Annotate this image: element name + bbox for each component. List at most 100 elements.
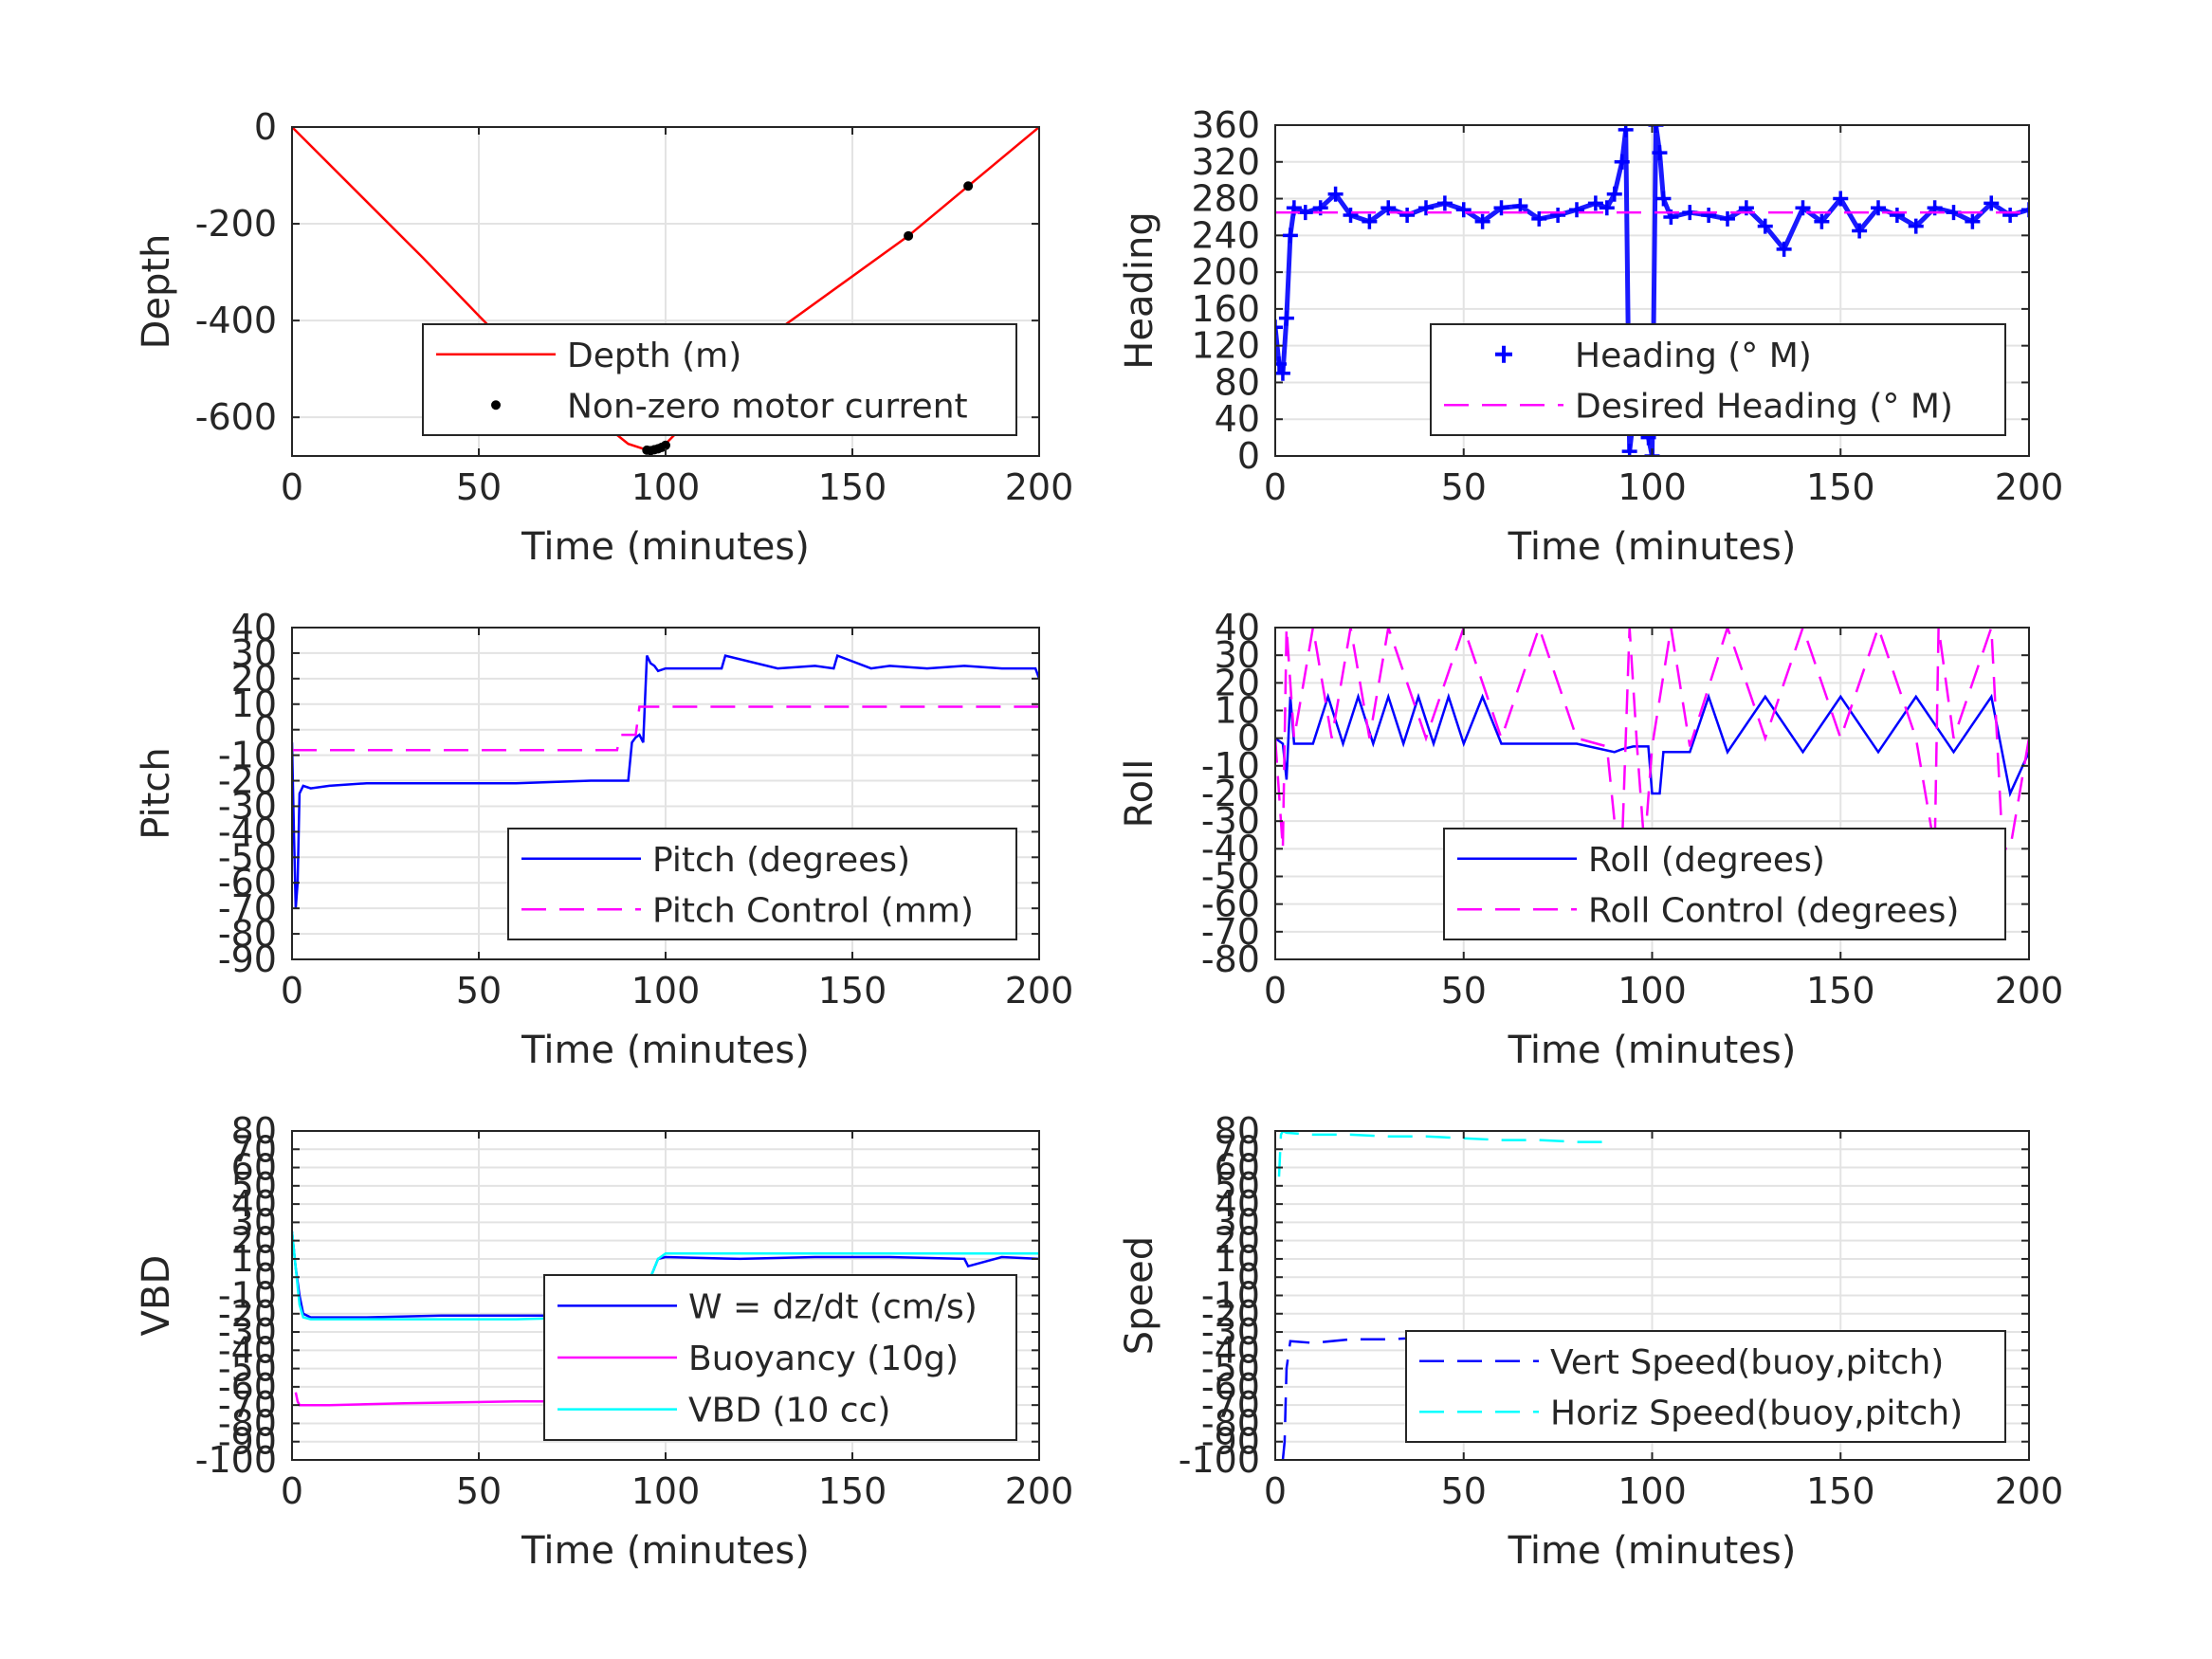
x-tick-label: 50 (456, 970, 502, 1012)
legend-box (1443, 828, 2006, 940)
y-tick-label: 280 (1191, 178, 1260, 220)
y-tick-label: -20 (1201, 773, 1260, 814)
legend-box (1430, 323, 2006, 436)
x-axis-label: Time (minutes) (1508, 1529, 1797, 1573)
y-tick-label: 30 (1215, 1201, 1260, 1243)
plot-area (1277, 1131, 1615, 1460)
x-tick-label: 150 (1806, 970, 1875, 1012)
x-tick-label: 200 (1995, 970, 2064, 1012)
legend-label: W = dz/dt (cm/s) (688, 1287, 978, 1326)
y-tick-label: -80 (218, 913, 277, 955)
y-tick-label: 20 (231, 1220, 277, 1262)
x-axis-label: Time (minutes) (1508, 1029, 1797, 1072)
chart-panel-5: 0 50 100 150 20080706050403020100-10-20-30-4… (135, 1110, 1073, 1573)
y-tick-label: 0 (254, 106, 277, 148)
x-tick-label: 50 (1441, 970, 1487, 1012)
series-line-2 (1277, 1131, 1615, 1177)
y-tick-label: 10 (1215, 1238, 1260, 1280)
y-tick-label: -50 (218, 1348, 277, 1390)
y-tick-label: -70 (1201, 1384, 1260, 1426)
data-point (963, 181, 974, 191)
x-tick-label: 50 (1441, 1470, 1487, 1512)
y-tick-label: 0 (1237, 1256, 1260, 1298)
y-tick-label: -70 (1201, 911, 1260, 953)
y-tick-label: 240 (1191, 214, 1260, 256)
legend-swatch (1495, 345, 1512, 363)
y-tick-label: 80 (1215, 1110, 1260, 1152)
x-tick-label: 0 (281, 970, 303, 1012)
legend: Heading (° M) Desired Heading (° M) (1430, 323, 2006, 436)
y-tick-label: 20 (1215, 662, 1260, 703)
y-tick-label: -60 (1201, 1366, 1260, 1408)
legend-label: Non-zero motor current (567, 387, 968, 426)
x-tick-label: 100 (631, 1470, 701, 1512)
legend-label: Roll Control (degrees) (1588, 891, 1959, 930)
y-tick-label: -80 (218, 1402, 277, 1444)
legend: Pitch (degrees) Pitch Control (mm) (507, 828, 1017, 940)
y-tick-label: 320 (1191, 141, 1260, 183)
y-tick-label: 30 (231, 632, 277, 674)
y-tick-label: 120 (1191, 325, 1260, 367)
x-tick-label: 50 (1441, 466, 1487, 508)
plot-area (292, 127, 1039, 456)
y-tick-label: -30 (218, 785, 277, 827)
y-axis-label: Depth (135, 234, 178, 350)
legend-box (1405, 1330, 2006, 1443)
x-axis-label: Time (minutes) (521, 1029, 810, 1072)
x-tick-label: 50 (456, 466, 502, 508)
y-tick-label: 50 (231, 1165, 277, 1207)
y-tick-label: -20 (1201, 1293, 1260, 1335)
y-tick-label: -80 (1201, 939, 1260, 980)
x-tick-label: 50 (456, 1470, 502, 1512)
y-axis-label: Heading (1118, 211, 1161, 369)
y-tick-label: 10 (231, 1238, 277, 1280)
x-tick-label: 100 (1618, 466, 1687, 508)
y-tick-label: -10 (1201, 745, 1260, 787)
y-tick-label: -600 (195, 396, 277, 438)
series-line-2 (292, 705, 1039, 752)
x-tick-label: 0 (281, 466, 303, 508)
x-tick-label: 150 (1806, 466, 1875, 508)
y-tick-label: 20 (231, 658, 277, 700)
y-tick-label: -40 (218, 1329, 277, 1371)
x-tick-label: 200 (1005, 466, 1074, 508)
y-tick-label: 40 (1215, 607, 1260, 648)
y-tick-label: -10 (218, 735, 277, 776)
y-tick-label: -400 (195, 300, 277, 341)
legend-label: Pitch (degrees) (652, 841, 910, 880)
y-tick-label: -70 (218, 1384, 277, 1426)
y-axis-label: Roll (1118, 759, 1161, 829)
y-tick-label: -200 (195, 203, 277, 245)
series-line-1 (1281, 1332, 1615, 1460)
y-tick-label: 80 (231, 1110, 277, 1152)
x-tick-label: 150 (818, 970, 887, 1012)
y-tick-label: 40 (1215, 398, 1260, 440)
series-line-1 (1275, 692, 2029, 798)
legend-label: Vert Speed(buoy,pitch) (1550, 1343, 1944, 1382)
y-tick-label: 60 (1215, 1147, 1260, 1189)
data-point (661, 440, 670, 450)
legend: Depth (m) Non-zero motor current (422, 323, 1017, 436)
y-axis-label: Speed (1118, 1236, 1161, 1355)
y-tick-label: 20 (1215, 1220, 1260, 1262)
y-tick-label: 80 (1215, 361, 1260, 403)
y-tick-label: -90 (218, 939, 277, 980)
legend-label: Horiz Speed(buoy,pitch) (1550, 1394, 1963, 1432)
legend-label: Roll (degrees) (1588, 841, 1825, 880)
x-tick-label: 200 (1005, 1470, 1074, 1512)
y-tick-label: -90 (218, 1421, 277, 1463)
y-tick-label: -100 (1179, 1439, 1260, 1481)
plot-area (1275, 628, 2029, 850)
x-axis-label: Time (minutes) (521, 1529, 810, 1573)
y-tick-label: -50 (218, 836, 277, 878)
series-line-2 (1275, 628, 2029, 850)
legend-label: Heading (° M) (1575, 337, 1812, 375)
y-axis-label: VBD (135, 1255, 178, 1337)
y-tick-label: 40 (231, 607, 277, 648)
chart-panel-2: 0 50 100 150 20004080120160200240280320360Ti… (1118, 104, 2063, 569)
y-tick-label: 160 (1191, 288, 1260, 330)
y-tick-label: 40 (231, 1183, 277, 1225)
x-tick-label: 200 (1995, 1470, 2064, 1512)
y-tick-label: 50 (1215, 1165, 1260, 1207)
